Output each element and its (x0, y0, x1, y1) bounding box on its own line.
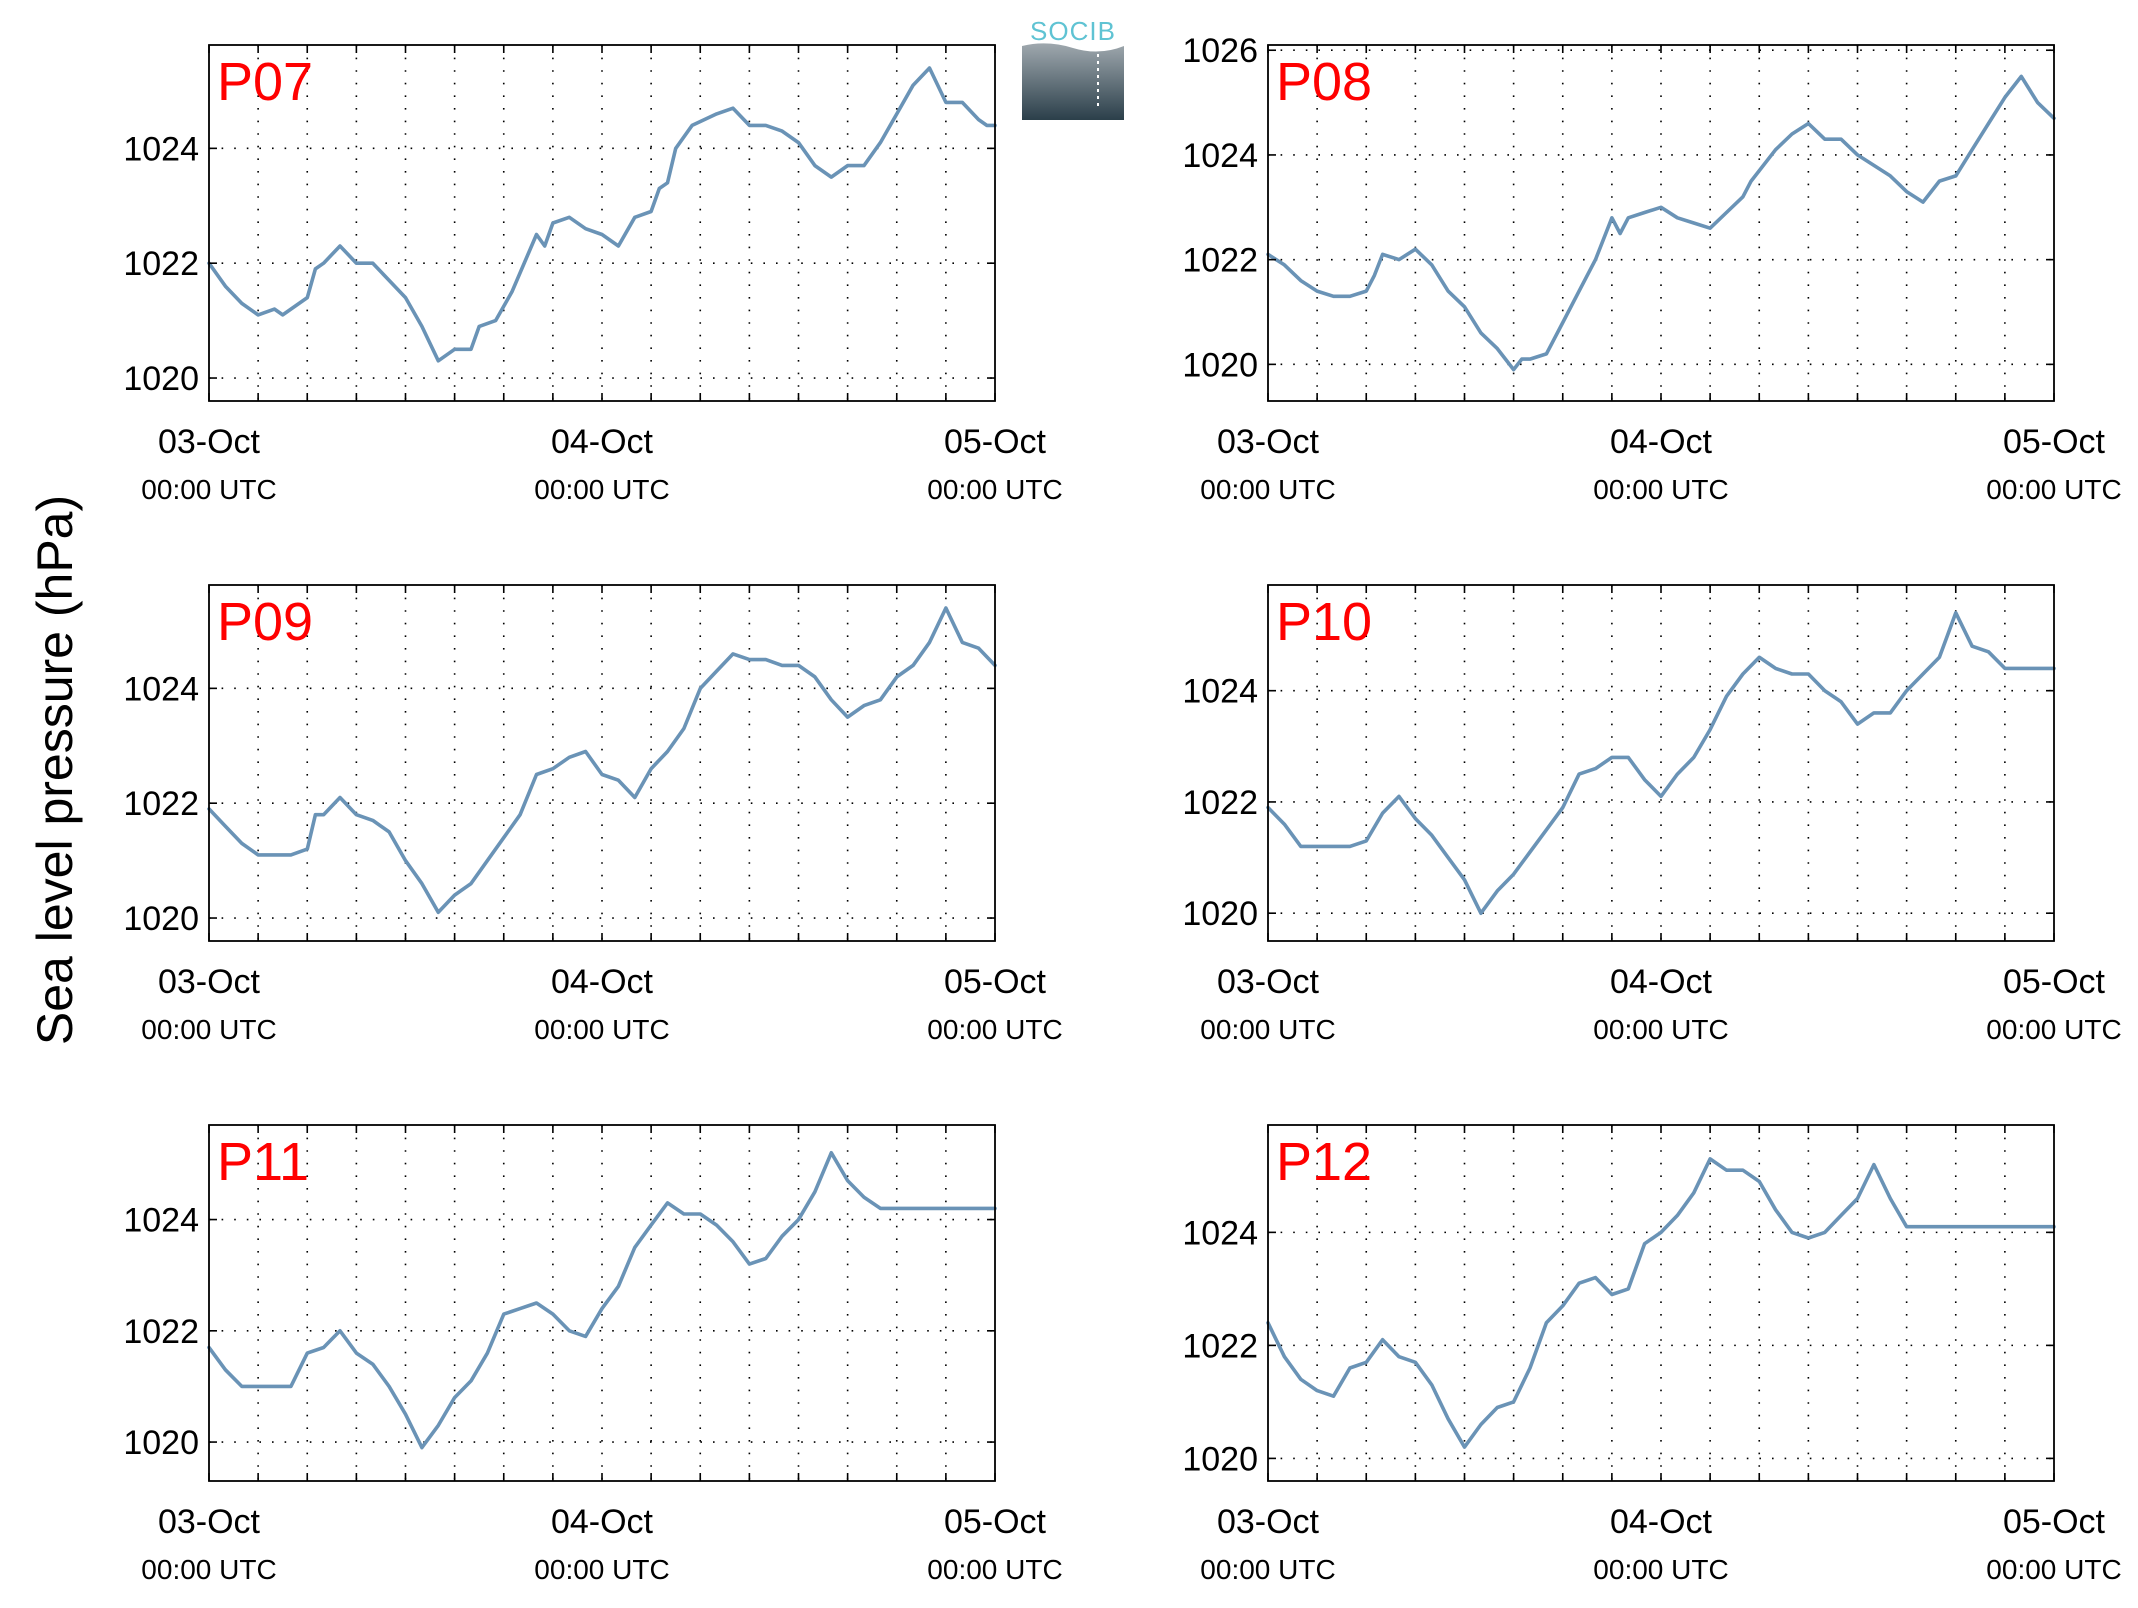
pressure-line-p09 (207, 606, 997, 915)
pressure-line-p11 (207, 1151, 997, 1450)
x-tick-label-time: 00:00 UTC (1593, 1014, 1728, 1045)
panel-p07: 1020 1022 1024 03-Oct 00:00 UTC 04-Oct 00:00 U… (123, 44, 1063, 505)
x-tick-label-date: 04-Oct (551, 423, 654, 461)
socib-logo: SOCIB (1022, 16, 1124, 120)
y-tick-label: 1020 (123, 900, 199, 938)
x-tick-label-time: 00:00 UTC (534, 1554, 669, 1585)
x-tick-label-time: 00:00 UTC (1200, 1554, 1335, 1585)
y-tick-label: 1020 (123, 1424, 199, 1462)
x-tick-label-time: 00:00 UTC (1986, 1554, 2121, 1585)
y-tick-label: 1020 (123, 360, 199, 398)
x-tick-label-date: 03-Oct (158, 1503, 261, 1541)
x-tick-label-time: 00:00 UTC (141, 1554, 276, 1585)
y-tick-label: 1022 (123, 245, 199, 283)
y-tick-label: 1024 (123, 670, 199, 708)
panel-p08: 1020 1022 1024 1026 03-Oct 00:00 UTC 04-Oct 00:… (1182, 32, 2121, 505)
x-tick-label-date: 05-Oct (2003, 423, 2106, 461)
x-tick-label-time: 00:00 UTC (1986, 1014, 2121, 1045)
x-tick-label-time: 00:00 UTC (534, 474, 669, 505)
y-tick-label: 1022 (1182, 242, 1258, 280)
y-tick-label: 1024 (1182, 1214, 1258, 1252)
x-tick-label-time: 00:00 UTC (1593, 1554, 1728, 1585)
x-tick-label-date: 05-Oct (2003, 1503, 2106, 1541)
x-tick-label-date: 05-Oct (944, 423, 1047, 461)
panel-label: P11 (217, 1132, 309, 1192)
y-tick-label: 1024 (1182, 673, 1258, 711)
x-tick-label-date: 04-Oct (551, 963, 654, 1001)
x-tick-label-time: 00:00 UTC (1200, 1014, 1335, 1045)
x-tick-label-date: 04-Oct (1610, 423, 1713, 461)
x-tick-label-time: 00:00 UTC (927, 1014, 1062, 1045)
panel-label: P08 (1276, 52, 1372, 112)
y-tick-label: 1020 (1182, 895, 1258, 933)
socib-logo-text: SOCIB (1030, 16, 1116, 46)
panel-p10: 1020 1022 1024 03-Oct 00:00 UTC 04-Oct 00:00 U… (1182, 584, 2122, 1045)
x-tick-label-time: 00:00 UTC (1200, 474, 1335, 505)
y-tick-label: 1020 (1182, 346, 1258, 384)
y-tick-label: 1020 (1182, 1440, 1258, 1478)
x-tick-label-date: 03-Oct (1217, 1503, 1320, 1541)
panel-label: P09 (217, 592, 313, 652)
x-tick-label-time: 00:00 UTC (927, 1554, 1062, 1585)
pressure-line-p08 (1266, 74, 2056, 372)
pressure-line-p12 (1266, 1157, 2056, 1449)
x-tick-label-time: 00:00 UTC (141, 1014, 276, 1045)
x-tick-label-date: 03-Oct (158, 423, 261, 461)
panels: 1020 1022 1024 03-Oct 00:00 UTC 04-Oct 00:00 U… (123, 32, 2121, 1585)
y-tick-label: 1022 (123, 785, 199, 823)
y-tick-label: 1022 (123, 1313, 199, 1351)
x-tick-label-date: 05-Oct (2003, 963, 2106, 1001)
x-tick-label-time: 00:00 UTC (141, 474, 276, 505)
y-tick-label: 1022 (1182, 1327, 1258, 1365)
y-tick-label: 1022 (1182, 784, 1258, 822)
pressure-line-p10 (1266, 610, 2056, 916)
y-axis-label: Sea level pressure (hPa) (27, 495, 83, 1045)
y-tick-label: 1024 (1182, 137, 1258, 175)
x-tick-label-date: 05-Oct (944, 963, 1047, 1001)
panel-p12: 1020 1022 1024 03-Oct 00:00 UTC 04-Oct 00:00 U… (1182, 1124, 2122, 1585)
panel-p09: 1020 1022 1024 03-Oct 00:00 UTC 04-Oct 00:00 U… (123, 584, 1063, 1045)
x-tick-label-date: 03-Oct (158, 963, 261, 1001)
x-tick-label-time: 00:00 UTC (1986, 474, 2121, 505)
panel-label: P10 (1276, 592, 1372, 652)
x-tick-label-date: 05-Oct (944, 1503, 1047, 1541)
pressure-line-p07 (207, 66, 997, 363)
x-tick-label-time: 00:00 UTC (927, 474, 1062, 505)
x-tick-label-date: 03-Oct (1217, 423, 1320, 461)
x-tick-label-time: 00:00 UTC (534, 1014, 669, 1045)
panel-label: P12 (1276, 1132, 1372, 1192)
x-tick-label-date: 03-Oct (1217, 963, 1320, 1001)
x-tick-label-date: 04-Oct (1610, 1503, 1713, 1541)
x-tick-label-date: 04-Oct (551, 1503, 654, 1541)
y-tick-label: 1024 (123, 1202, 199, 1240)
y-tick-label: 1026 (1182, 32, 1258, 70)
y-tick-label: 1024 (123, 130, 199, 168)
panel-label: P07 (217, 52, 313, 112)
x-tick-label-time: 00:00 UTC (1593, 474, 1728, 505)
panel-p11: 1020 1022 1024 03-Oct 00:00 UTC 04-Oct 00:00 U… (123, 1124, 1063, 1585)
x-tick-label-date: 04-Oct (1610, 963, 1713, 1001)
